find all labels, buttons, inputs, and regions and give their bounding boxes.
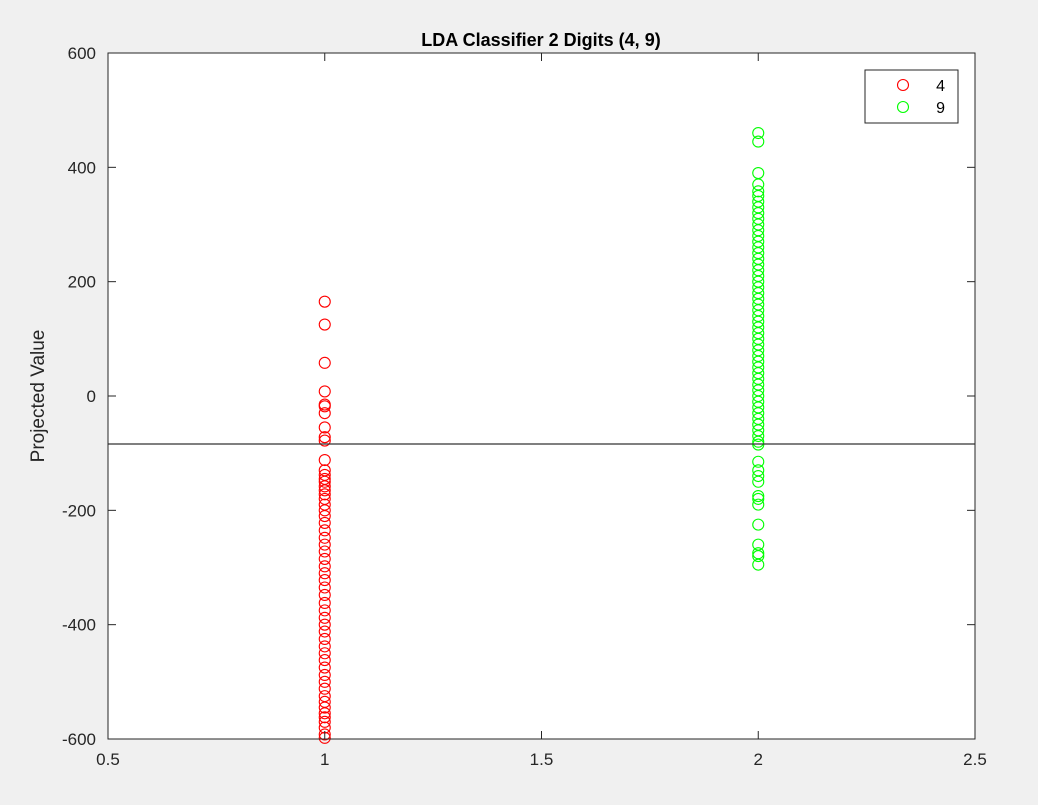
data-point [318,509,331,523]
y-tick-label: -600 [62,730,96,749]
data-point [752,492,765,505]
data-marks [318,126,765,744]
data-point [318,728,331,741]
data-point [318,545,331,558]
y-tick-label: -400 [62,616,96,635]
data-point [318,538,331,551]
y-tick-label: 400 [68,158,96,177]
data-point [752,185,765,198]
data-point [318,356,331,369]
legend-label: 9 [936,100,945,117]
y-tick-label: 600 [68,44,96,63]
data-point [318,504,331,517]
data-point [318,604,331,617]
data-point [318,318,331,331]
data-point [318,675,331,688]
data-point [318,434,331,447]
data-point [318,385,331,398]
y-tick-label: -200 [62,501,96,520]
data-point [318,711,331,724]
data-point [318,488,331,501]
data-point [318,640,331,653]
series-9-points [752,126,765,571]
legend-marker [896,78,910,92]
data-point [318,588,331,601]
data-point [318,567,331,580]
data-point [752,455,765,468]
data-point [318,516,331,529]
data-point [752,126,765,140]
data-point [752,518,765,531]
axis-ticks: 0.5 1 1.5 2 2.5 -600 -400 -200 0 200 400 600 [62,44,987,769]
x-tick-label: 1.5 [530,750,554,769]
x-tick-label: 1 [320,750,329,769]
x-tick-label: 0.5 [96,750,120,769]
x-tick-label: 2.5 [963,750,987,769]
data-point [318,531,331,544]
data-point [318,524,331,537]
data-point [318,596,331,609]
data-point [318,407,331,420]
x-tick-label: 2 [754,750,763,769]
data-point [318,453,331,467]
data-point [318,400,331,413]
data-point [752,558,765,571]
data-point [318,295,331,308]
data-point [752,135,765,148]
data-point [318,707,331,720]
series-4-points [318,295,331,744]
plot-area [108,53,975,739]
legend-box [864,69,959,124]
data-point [318,682,331,695]
data-point [318,661,331,674]
y-tick-label: 200 [68,273,96,292]
data-point [752,475,765,488]
data-point [318,475,331,488]
data-point [318,581,331,594]
data-point [752,498,765,511]
data-point [318,715,331,728]
legend-label: 4 [936,78,945,95]
data-point [752,469,765,483]
data-point [318,431,331,444]
data-point [318,552,331,565]
legend: 49 [864,69,959,124]
data-point [318,484,331,497]
data-point [752,550,765,563]
data-point [752,489,765,503]
data-point [318,480,331,493]
legend-marker [896,100,910,114]
data-point [318,574,331,587]
data-point [752,429,765,443]
data-point [318,560,331,573]
data-point [318,632,331,646]
y-tick-label: 0 [87,387,96,406]
data-point [318,618,331,631]
y-axis-label: Projected Value [28,330,49,463]
data-point [318,421,331,434]
data-point [318,654,331,667]
data-point [752,435,765,448]
data-point [318,611,331,624]
data-point [318,668,331,682]
data-point [318,625,331,638]
data-point [318,701,331,714]
chart-title: LDA Classifier 2 Digits (4, 9) [421,30,660,50]
data-point [318,647,331,660]
